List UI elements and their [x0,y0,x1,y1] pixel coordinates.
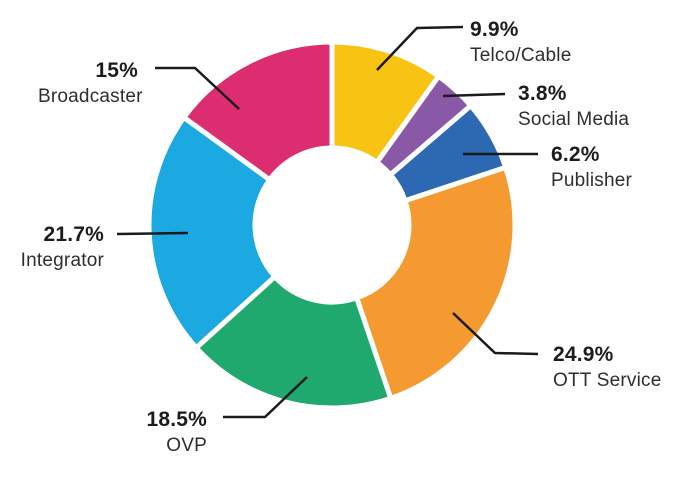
leader-line-social-media [442,92,506,98]
pct-value: 21.7% [43,223,104,246]
label-social-media: 3.8% Social Media [518,81,629,132]
pct-value: 3.8% [518,82,567,105]
segment-name: Telco/Cable [470,45,572,66]
leader-line-ovp [223,376,308,419]
label-telco-cable: 9.9% Telco/Cable [470,17,571,68]
donut-segment-ott-service [353,164,518,402]
donut-segment-ovp [192,273,394,411]
leader-line-integrator [116,231,189,236]
pct-value: 18.5% [146,408,207,431]
segment-name: Broadcaster [38,86,143,107]
segment-name: Integrator [20,250,104,271]
pct-value: 6.2% [551,143,600,166]
donut-segments [146,39,518,411]
segment-name: OTT Service [553,370,662,391]
segment-name: Publisher [551,170,633,191]
pct-value: 24.9% [553,343,614,366]
leader-line-ott-service [452,312,539,356]
donut-segment-integrator [146,113,279,352]
segment-name: OVP [166,435,207,456]
label-publisher: 6.2% Publisher [551,142,632,193]
label-ott-service: 24.9% OTT Service [553,342,661,393]
donut-segment-broadcaster [180,39,335,184]
leader-line-telco-cable [376,25,464,71]
label-ovp: 18.5% OVP [107,407,207,458]
label-broadcaster: 15% Broadcaster [38,58,143,109]
segment-name: Social Media [518,109,630,130]
leader-line-broadcaster [155,66,240,110]
label-integrator: 21.7% Integrator [4,222,104,273]
leader-lines [116,25,539,419]
pct-value: 9.9% [470,18,519,41]
pct-value: 15% [95,59,138,82]
